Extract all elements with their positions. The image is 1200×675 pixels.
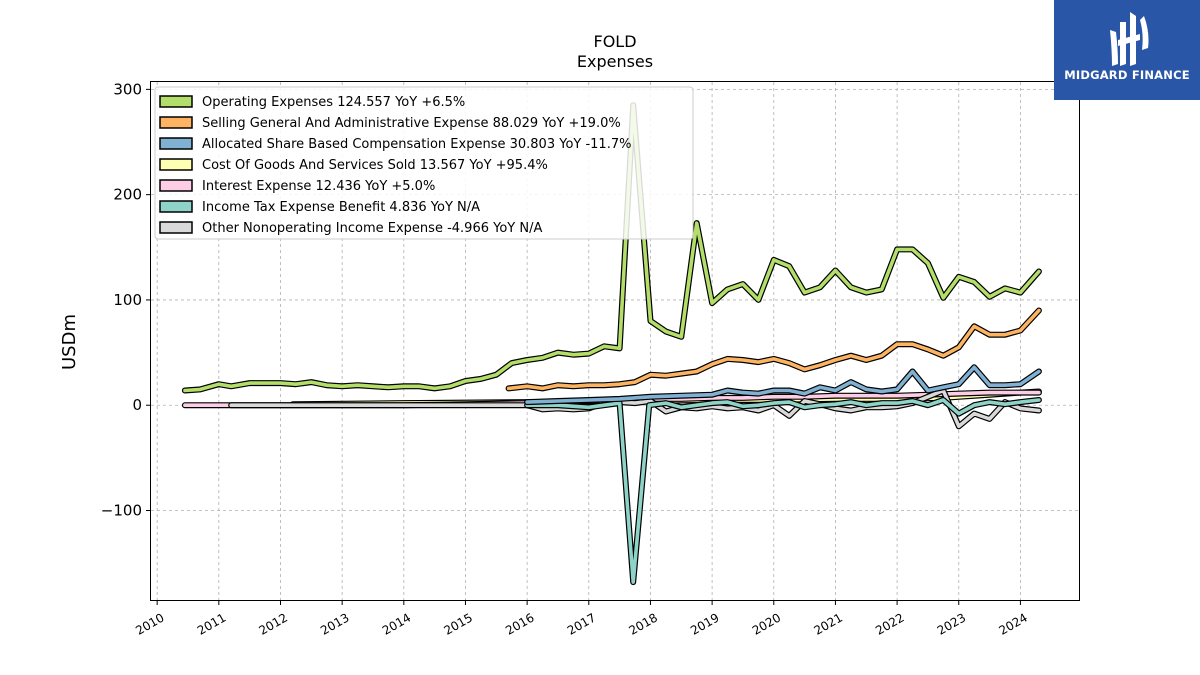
y-tick-label: 100: [113, 291, 142, 309]
legend-label: Income Tax Expense Benefit 4.836 YoY N/A: [202, 200, 480, 215]
x-tick-label: 2016: [503, 610, 536, 637]
chart-subtitle: Expenses: [577, 52, 653, 71]
series-line: [525, 365, 1041, 404]
y-axis-ticks: −100 0 100 200 300: [101, 80, 151, 520]
midgard-finance-logo: MIDGARD FINANCE: [1054, 0, 1200, 100]
x-tick-label: 2019: [688, 610, 721, 637]
x-tick-label: 2013: [318, 610, 351, 637]
x-tick-label: 2014: [380, 610, 413, 637]
y-tick-label: 200: [113, 186, 142, 204]
legend-swatch: [159, 137, 193, 150]
y-tick-label: 0: [132, 396, 142, 414]
series-line: [183, 103, 1041, 393]
x-tick-label: 2015: [442, 610, 475, 637]
x-tick-label: 2012: [257, 610, 290, 637]
legend-swatch: [159, 158, 193, 171]
series-layer: [181, 102, 1042, 586]
series-5: [524, 397, 1042, 586]
series-line: [525, 398, 1041, 584]
series-1: [505, 307, 1042, 392]
x-axis-ticks: 2010 2011 2012 2013 2014 2015 2016 2017 2018 2019…: [133, 600, 1030, 638]
legend-swatch: [159, 179, 193, 192]
series-2: [524, 364, 1042, 406]
legend-swatch: [159, 200, 193, 213]
chart-title: FOLD: [593, 32, 636, 51]
legend-label: Allocated Share Based Compensation Expen…: [202, 137, 631, 152]
series-0: [181, 102, 1042, 394]
y-axis-label: USDm: [59, 314, 80, 370]
x-tick-label: 2018: [627, 610, 660, 637]
brand-name: MIDGARD FINANCE: [1064, 68, 1190, 82]
midgard-finance-logo-icon: [1110, 12, 1149, 66]
legend-label: Interest Expense 12.436 YoY +5.0%: [202, 179, 435, 194]
x-tick-label: 2020: [750, 610, 783, 637]
y-tick-label: 300: [113, 80, 142, 98]
legend-swatch: [159, 116, 193, 129]
legend-swatch: [159, 95, 193, 108]
legend-label: Selling General And Administrative Expen…: [202, 116, 621, 131]
x-tick-label: 2010: [133, 610, 166, 637]
x-tick-label: 2023: [935, 610, 968, 637]
series-line: [506, 308, 1041, 391]
x-tick-label: 2011: [195, 610, 228, 637]
legend-swatch: [159, 221, 193, 234]
legend-label: Operating Expenses 124.557 YoY +6.5%: [202, 95, 465, 110]
x-tick-label: 2022: [873, 610, 906, 637]
legend-box: [154, 86, 694, 240]
legend-label: Other Nonoperating Income Expense -4.966…: [202, 221, 542, 236]
plot-frame: [150, 81, 1080, 601]
legend: Operating Expenses 124.557 YoY +6.5% Sell…: [154, 86, 694, 240]
y-tick-label: −100: [101, 502, 142, 520]
legend-label: Cost Of Goods And Services Sold 13.567 Y…: [202, 158, 548, 173]
x-tick-label: 2024: [996, 610, 1029, 637]
x-tick-label: 2021: [811, 610, 844, 637]
x-tick-label: 2017: [565, 610, 598, 637]
